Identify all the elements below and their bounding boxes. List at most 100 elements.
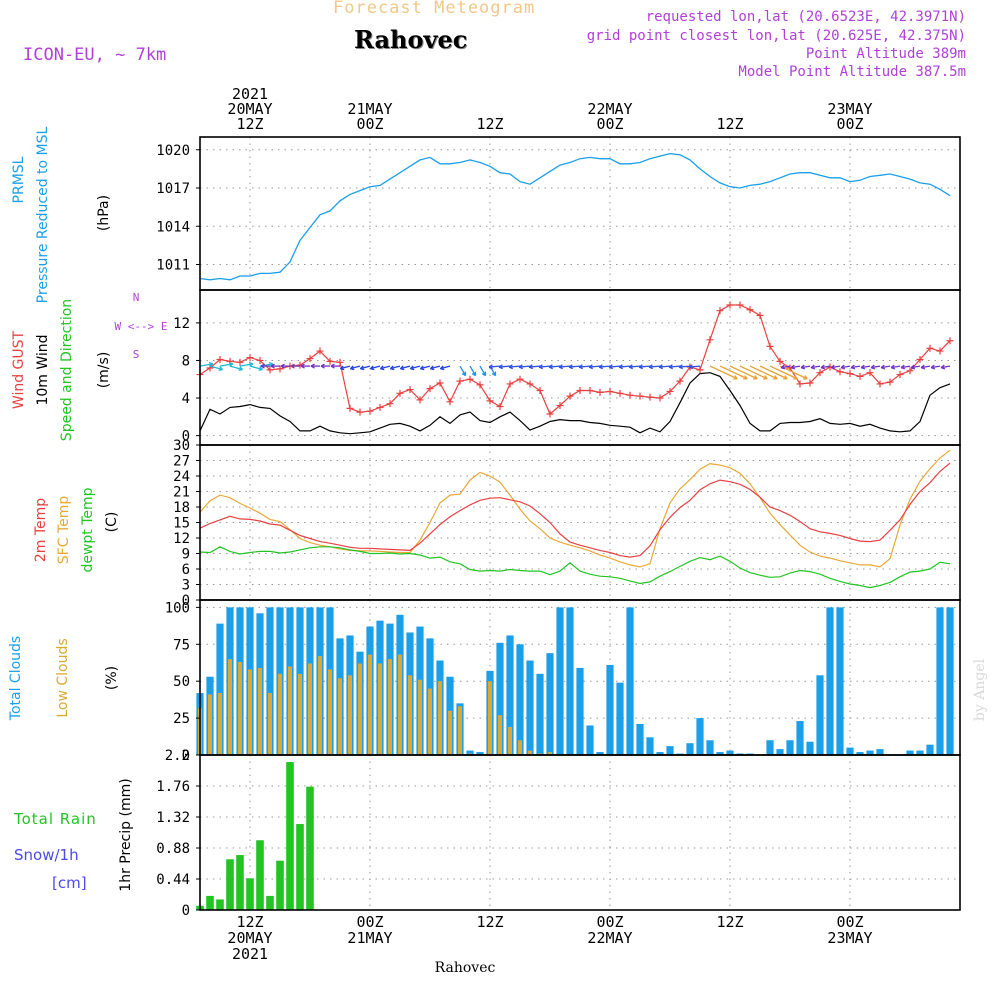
location-title: Rahovec: [354, 25, 468, 54]
gust-marker: [246, 354, 254, 362]
cloud-unit: (%): [104, 666, 120, 690]
y-tick-label: 6: [182, 562, 190, 578]
wind-arrow-head: [568, 364, 573, 370]
rain-bar: [216, 899, 224, 910]
gust-marker: [326, 357, 334, 365]
gust-marker: [596, 388, 604, 396]
low-cloud-bar: [458, 706, 462, 755]
wind-direction-arrow: [821, 365, 831, 369]
wind-arrow-head: [588, 364, 593, 370]
wind-direction-arrow: [199, 363, 213, 367]
wind-direction-arrow: [340, 365, 351, 370]
wind-arrow-head: [658, 364, 663, 370]
wind-unit: (m/s): [96, 352, 112, 389]
y-tick-label: 50: [173, 674, 190, 690]
total-cloud-bar: [626, 607, 634, 755]
wind-direction-arrow: [350, 365, 361, 370]
time-label-bottom: 23MAY: [827, 929, 872, 947]
wind-direction-arrow: [871, 365, 881, 369]
gust-marker: [806, 379, 814, 387]
gust-marker: [606, 387, 614, 395]
gust-marker: [396, 389, 404, 397]
wind-direction-arrow: [781, 365, 791, 369]
wind-arrow-head: [429, 365, 435, 371]
wind-direction-arrow: [628, 365, 641, 368]
total-cloud-bar: [776, 749, 784, 755]
wind-direction-arrow: [479, 365, 487, 376]
gust-marker: [236, 358, 244, 366]
time-label-top: 12Z: [236, 115, 263, 133]
temp-2m-line: [199, 462, 951, 558]
total-cloud-bar: [846, 747, 854, 755]
gust-marker: [666, 387, 674, 395]
rain-bar: [266, 895, 274, 910]
wind-direction-arrow: [370, 365, 381, 370]
wind-arrow-head: [803, 375, 808, 380]
low-cloud-bar: [548, 752, 552, 755]
gust-marker: [766, 342, 774, 350]
wind-arrow-head: [850, 364, 856, 370]
rain-bar: [226, 859, 234, 910]
y-tick-label: 3: [182, 578, 190, 594]
wind-direction-arrow: [729, 365, 758, 380]
y-tick-label: 27: [173, 454, 190, 470]
wind-arrow-head: [280, 363, 285, 369]
low-cloud-bar: [498, 715, 502, 755]
gust-marker: [346, 404, 354, 412]
wind-direction-arrow: [508, 365, 521, 368]
gust-marker: [486, 397, 494, 405]
gust-marker: [256, 356, 264, 364]
time-label-bottom: 12Z: [476, 913, 503, 931]
total-cloud-bar: [596, 752, 604, 755]
total-cloud-bar: [906, 750, 914, 755]
wind-arrow-head: [910, 364, 916, 370]
credit-text: by Angel: [972, 658, 988, 721]
y-tick-label: 0.44: [156, 872, 190, 888]
low-cloud-bar: [518, 740, 522, 755]
wind-arrow-head: [618, 364, 623, 370]
low-cloud-bar: [238, 662, 242, 755]
time-label-top: 00Z: [596, 115, 623, 133]
total-cloud-bar: [606, 664, 614, 755]
wind-arrow-head: [218, 366, 224, 372]
wind-direction-arrow: [891, 365, 901, 369]
gust-marker: [586, 387, 594, 395]
wind-arrow-head: [880, 364, 886, 370]
wind-direction-arrow: [518, 365, 531, 368]
wind-arrow-head: [753, 375, 758, 380]
y-tick-label: 2.2: [165, 748, 190, 764]
low-cloud-bar: [288, 666, 292, 755]
total-cloud-bar: [526, 660, 534, 755]
wind-arrow-head: [349, 365, 355, 371]
temp-2m-label: 2m Temp: [33, 498, 49, 562]
wind-arrow-head: [890, 364, 896, 370]
footer-location: Rahovec: [435, 960, 496, 976]
wind-direction-arrow: [791, 365, 801, 369]
wind-arrow-head: [830, 364, 836, 370]
gust-line: [199, 304, 951, 415]
wind-direction-arrow: [459, 365, 467, 376]
low-cloud-bar: [408, 675, 412, 755]
gust-marker: [576, 387, 584, 395]
gust-marker: [436, 379, 444, 387]
wind-arrow-head: [920, 364, 926, 370]
total-cloud-bar: [876, 749, 884, 755]
low-cloud-bar: [508, 726, 512, 755]
low-cloud-bar: [388, 659, 392, 755]
dewpt-temp-label: dewpt Temp: [80, 487, 96, 572]
low-cloud-bar: [358, 663, 362, 755]
low-cloud-bar: [318, 656, 322, 755]
gust-marker: [936, 347, 944, 355]
low-cloud-bar: [378, 663, 382, 755]
rain-bar: [236, 855, 244, 910]
y-tick-label: 25: [173, 711, 190, 727]
total-cloud-bar: [816, 675, 824, 755]
total-cloud-bar: [496, 642, 504, 755]
wind-arrow-head: [598, 364, 603, 370]
rain-bar: [256, 840, 264, 910]
gust-marker: [506, 380, 514, 388]
gust-marker: [816, 369, 824, 377]
wind-direction-arrow: [638, 365, 651, 368]
y-tick-label: 15: [173, 516, 190, 532]
wind-arrow-head: [793, 375, 798, 380]
